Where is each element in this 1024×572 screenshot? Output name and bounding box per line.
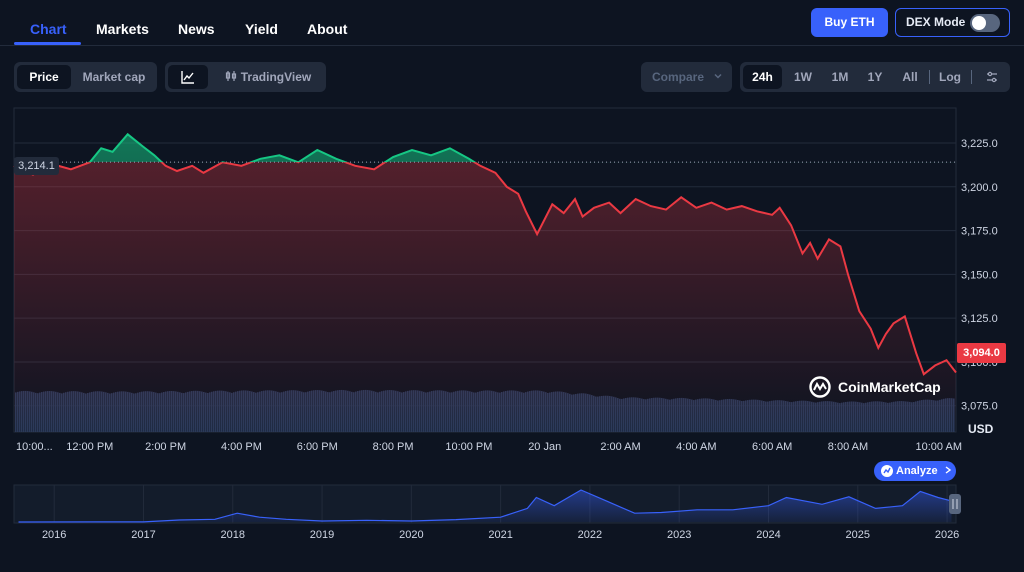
y-tick-label: 3,175.0 — [961, 226, 998, 238]
y-axis-labels: 3,225.03,200.03,175.03,150.03,125.03,100… — [961, 138, 998, 413]
year-label: 2019 — [310, 529, 334, 541]
current-price-tag: 3,094.0 — [957, 343, 1006, 363]
tab-news[interactable]: News — [178, 21, 215, 37]
y-tick-label: 3,225.0 — [961, 138, 998, 150]
dex-mode-button[interactable]: DEX Mode — [895, 8, 1010, 37]
year-label: 2018 — [221, 529, 245, 541]
x-tick-label: 6:00 AM — [752, 441, 792, 453]
price-chart[interactable]: 3,225.03,200.03,175.03,150.03,125.03,100… — [0, 100, 1024, 460]
settings-button[interactable] — [978, 65, 1006, 89]
dex-mode-label: DEX Mode — [906, 15, 966, 29]
analyze-label: Analyze — [896, 465, 938, 477]
chart-type-switch: TradingView — [165, 62, 326, 92]
open-price-tag: 3,214.1 — [14, 157, 59, 175]
range-24h[interactable]: 24h — [743, 65, 782, 89]
range-1w[interactable]: 1W — [794, 70, 812, 84]
tradingview-button[interactable]: TradingView — [213, 65, 323, 89]
tab-markets[interactable]: Markets — [96, 21, 149, 37]
line-chart-icon — [181, 71, 194, 84]
compare-label: Compare — [652, 70, 705, 84]
navigator-line — [18, 489, 952, 523]
x-tick-label: 10:00 PM — [445, 441, 492, 453]
price-area-above-open — [14, 134, 956, 163]
x-tick-label: 10:00 AM — [916, 441, 962, 453]
chevron-right-icon — [945, 466, 951, 474]
x-tick-label: 20 Jan — [528, 441, 561, 453]
range-1y[interactable]: 1Y — [867, 70, 883, 84]
y-tick-label: 3,200.0 — [961, 182, 998, 194]
time-range-switch: 24h 1W 1M 1Y All Log — [740, 62, 1010, 92]
year-label: 2025 — [846, 529, 870, 541]
navigator-year-labels: 2016 2017 2018 2019 2020 2021 2022 2023 2024 2025… — [42, 529, 959, 541]
x-tick-label: 4:00 AM — [676, 441, 716, 453]
x-tick-label: 8:00 PM — [373, 441, 414, 453]
market-cap-tab[interactable]: Market cap — [82, 70, 146, 84]
active-tab-indicator — [14, 42, 81, 45]
sliders-icon — [987, 71, 997, 83]
range-divider — [929, 70, 930, 84]
tab-chart[interactable]: Chart — [30, 21, 67, 37]
year-label: 2023 — [667, 529, 691, 541]
log-scale-button[interactable]: Log — [939, 70, 961, 84]
buy-eth-button[interactable]: Buy ETH — [811, 8, 888, 37]
x-tick-label: 8:00 AM — [828, 441, 868, 453]
y-tick-label: 3,150.0 — [961, 269, 998, 281]
candlestick-icon — [225, 71, 236, 81]
x-tick-label: 10:00... — [16, 441, 53, 453]
tab-yield[interactable]: Yield — [245, 21, 278, 37]
coinmarketcap-logo — [809, 376, 831, 398]
x-tick-label: 12:00 PM — [66, 441, 113, 453]
x-tick-label: 2:00 PM — [145, 441, 186, 453]
year-label: 2016 — [42, 529, 66, 541]
dex-mode-toggle[interactable] — [970, 14, 1000, 32]
y-tick-label: 3,125.0 — [961, 313, 998, 325]
navigator-handle[interactable] — [949, 494, 961, 514]
year-label: 2020 — [399, 529, 423, 541]
range-divider — [971, 70, 972, 84]
compare-dropdown[interactable]: Compare — [641, 62, 732, 92]
analyze-icon — [881, 465, 893, 477]
price-line-below-open — [13, 162, 957, 376]
year-label: 2024 — [756, 529, 780, 541]
price-area-below-open — [14, 162, 956, 432]
x-tick-label: 2:00 AM — [600, 441, 640, 453]
range-1m[interactable]: 1M — [831, 70, 849, 84]
analyze-button[interactable]: Analyze — [874, 461, 956, 481]
coinmarketcap-watermark: CoinMarketCap — [838, 379, 941, 395]
x-axis-labels: 10:00... 12:00 PM 2:00 PM 4:00 PM 6:00 PM 8:0… — [16, 441, 962, 453]
toggle-knob — [972, 16, 986, 30]
year-label: 2017 — [131, 529, 155, 541]
tab-about[interactable]: About — [307, 21, 348, 37]
y-tick-label: 3,075.0 — [961, 401, 998, 413]
x-tick-label: 6:00 PM — [297, 441, 338, 453]
chevron-down-icon — [714, 73, 722, 79]
year-label: 2022 — [578, 529, 602, 541]
overview-navigator[interactable]: 2016 2017 2018 2019 2020 2021 2022 2023 2024 2025… — [0, 484, 1024, 572]
currency-label: USD — [968, 422, 994, 436]
line-chart-button[interactable] — [168, 65, 208, 89]
year-label: 2026 — [935, 529, 959, 541]
price-tab[interactable]: Price — [17, 65, 71, 89]
top-nav: Chart Markets News Yield About Buy ETH D… — [0, 0, 1024, 46]
range-all[interactable]: All — [902, 70, 918, 84]
metric-switch: Price Market cap — [14, 62, 157, 92]
navigator-area — [18, 490, 952, 522]
x-tick-label: 4:00 PM — [221, 441, 262, 453]
year-label: 2021 — [488, 529, 512, 541]
tradingview-label: TradingView — [240, 70, 312, 84]
